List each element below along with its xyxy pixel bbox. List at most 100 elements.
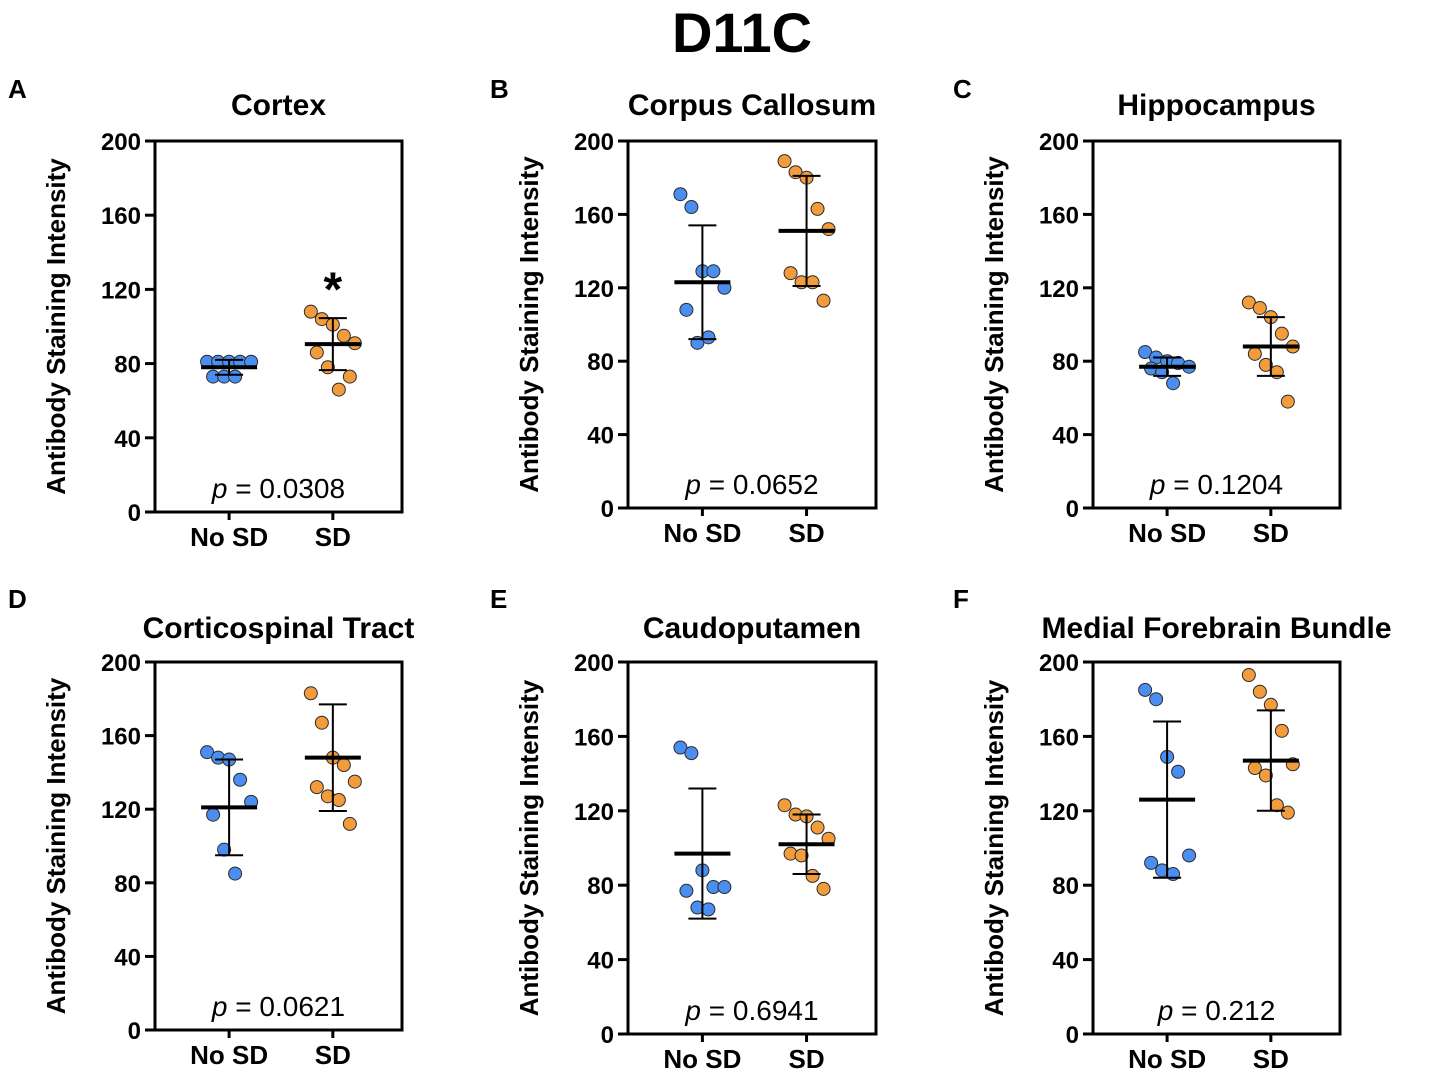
panel-letter: F xyxy=(953,584,969,614)
data-point xyxy=(1252,300,1267,315)
p-symbol: p xyxy=(211,473,228,504)
plot-frame xyxy=(1091,660,1342,1036)
y-axis-label: Antibody Staining Intensity xyxy=(979,156,1009,493)
data-point xyxy=(679,302,694,317)
x-category-label: No SD xyxy=(190,1040,268,1070)
y-tick-label: 40 xyxy=(587,948,614,975)
p-symbol: p xyxy=(1149,469,1166,500)
y-tick-label: 120 xyxy=(1039,276,1079,303)
data-point xyxy=(810,820,825,835)
p-value-number: = 0.212 xyxy=(1173,995,1275,1026)
y-tick-label: 120 xyxy=(101,277,141,304)
panels: A Cortex Antibody Staining Intensity 0 40 80 1… xyxy=(8,74,1392,1074)
p-symbol: p xyxy=(211,991,228,1022)
data-point xyxy=(303,686,318,701)
data-point xyxy=(347,774,362,789)
data-point xyxy=(701,330,716,345)
x-category-label: SD xyxy=(1253,518,1289,548)
y-tick-label: 160 xyxy=(574,724,614,751)
y-axis-label: Antibody Staining Intensity xyxy=(979,679,1009,1016)
data-point xyxy=(777,154,792,169)
p-value: p = 0.6941 xyxy=(684,995,818,1026)
panel-letter: E xyxy=(490,584,507,614)
y-tick-label: 80 xyxy=(587,873,614,900)
series-no-sd xyxy=(673,187,732,350)
plot-frame xyxy=(1091,139,1342,510)
data-point xyxy=(777,798,792,813)
panel-title: Cortex xyxy=(231,89,326,122)
y-tick-label: 40 xyxy=(1052,423,1079,450)
significance-marker: * xyxy=(323,264,342,317)
data-point xyxy=(1258,357,1273,372)
p-value-number: = 0.6941 xyxy=(701,995,819,1026)
data-point xyxy=(1149,692,1164,707)
data-point xyxy=(684,746,699,761)
data-point xyxy=(1263,697,1278,712)
panel-title: Corticospinal Tract xyxy=(143,612,415,645)
data-point xyxy=(1241,668,1256,683)
data-point xyxy=(200,745,215,760)
data-point xyxy=(1269,798,1284,813)
data-point xyxy=(1280,805,1295,820)
y-tick-label: 160 xyxy=(101,203,141,230)
series-sd xyxy=(303,686,362,831)
data-point xyxy=(331,382,346,397)
panel-title: Hippocampus xyxy=(1117,89,1315,122)
x-category-label: No SD xyxy=(1128,518,1206,548)
panel-caudoputamen: E Caudoputamen Antibody Staining Intensity… xyxy=(490,584,878,1074)
data-point xyxy=(673,187,688,202)
y-tick-label: 160 xyxy=(1039,724,1079,751)
data-point xyxy=(1258,768,1273,783)
y-tick-label: 0 xyxy=(128,1018,141,1045)
data-point xyxy=(1247,346,1262,361)
panel-cortex: A Cortex Antibody Staining Intensity 0 40 80 1… xyxy=(8,74,404,552)
y-tick-label: 0 xyxy=(1066,1022,1079,1049)
data-point xyxy=(1144,855,1159,870)
p-value: p = 0.0652 xyxy=(684,469,818,500)
p-value: p = 0.212 xyxy=(1157,995,1276,1026)
data-point xyxy=(805,868,820,883)
plot-frame xyxy=(626,660,878,1036)
y-tick-label: 80 xyxy=(114,871,141,898)
data-point xyxy=(684,200,699,215)
series-no-sd xyxy=(1138,345,1197,391)
x-category-label: No SD xyxy=(663,518,741,548)
data-point xyxy=(794,848,809,863)
series-no-sd xyxy=(200,745,259,881)
panel-title: Corpus Callosum xyxy=(628,89,876,122)
y-tick-label: 40 xyxy=(587,423,614,450)
data-point xyxy=(1274,326,1289,341)
y-axis-label: Antibody Staining Intensity xyxy=(41,158,71,495)
panel-hippocampus: C Hippocampus Antibody Staining Intensity 0… xyxy=(953,74,1342,548)
panel-corticospinal-tract: D Corticospinal Tract Antibody Staining In… xyxy=(8,584,414,1070)
data-point xyxy=(701,902,716,917)
data-point xyxy=(228,866,243,881)
y-tick-label: 120 xyxy=(574,799,614,826)
data-point xyxy=(1247,761,1262,776)
x-category-label: SD xyxy=(315,1040,351,1070)
panel-corpus-callosum: B Corpus Callosum Antibody Staining Intens… xyxy=(490,74,878,548)
data-point xyxy=(303,304,318,319)
panel-medial-forebrain-bundle: F Medial Forebrain Bundle Antibody Stainin… xyxy=(953,584,1392,1074)
data-point xyxy=(1241,295,1256,310)
y-tick-label: 200 xyxy=(101,650,141,677)
y-tick-label: 0 xyxy=(601,496,614,523)
data-point xyxy=(717,880,732,895)
y-tick-label: 160 xyxy=(101,724,141,751)
y-axis-label: Antibody Staining Intensity xyxy=(514,679,544,1016)
data-point xyxy=(309,780,324,795)
x-category-label: SD xyxy=(788,1044,824,1074)
series-sd xyxy=(777,798,836,896)
figure-title: D11C xyxy=(672,1,812,64)
y-tick-label: 0 xyxy=(601,1022,614,1049)
series-sd xyxy=(1241,295,1300,409)
series-no-sd xyxy=(673,740,732,920)
series-sd xyxy=(1241,668,1300,820)
data-point xyxy=(342,816,357,831)
p-symbol: p xyxy=(1157,995,1174,1026)
p-value-number: = 0.1204 xyxy=(1166,469,1284,500)
series-sd xyxy=(303,304,362,397)
series-no-sd xyxy=(1138,682,1197,882)
plot-frame xyxy=(626,139,878,510)
